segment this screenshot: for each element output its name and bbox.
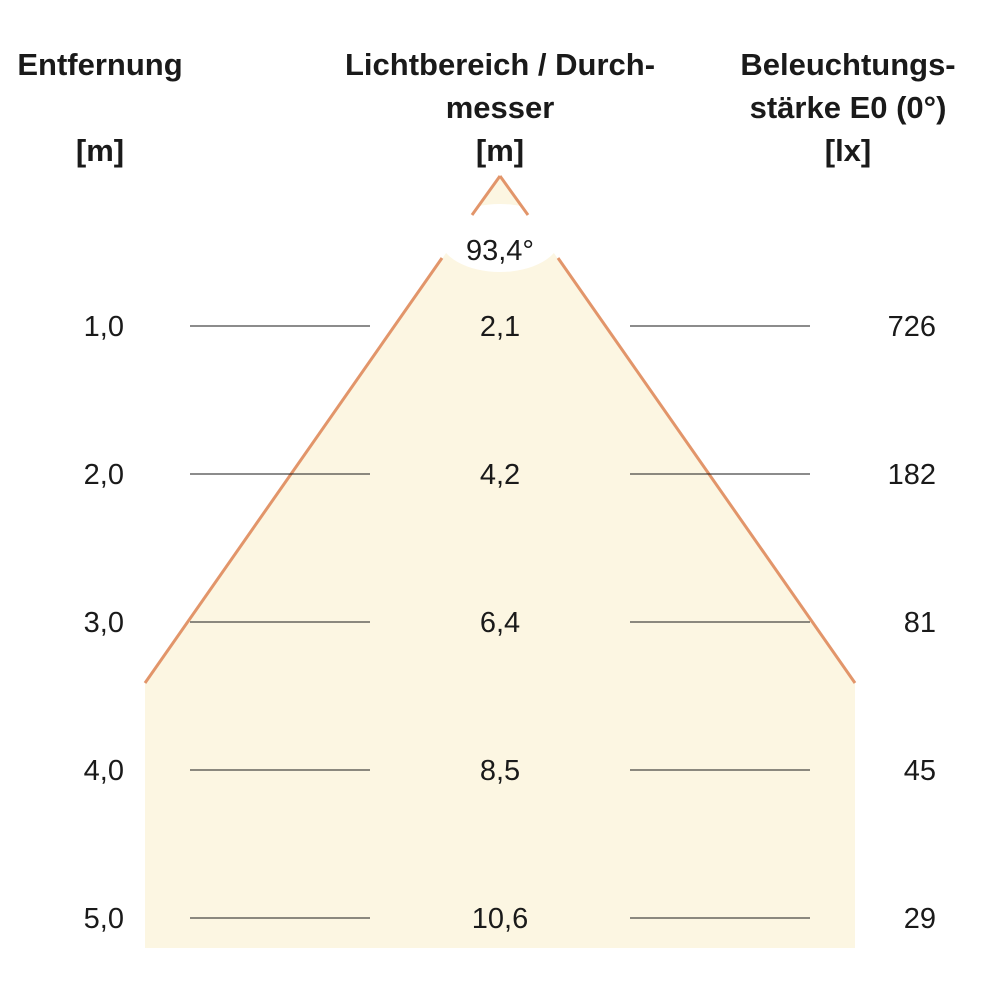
header-illuminance-line1: Beleuchtungs- bbox=[740, 47, 955, 82]
beam-edge-top-right bbox=[498, 175, 530, 216]
row-diameter: 10,6 bbox=[472, 903, 528, 935]
row-distance: 4,0 bbox=[84, 755, 124, 787]
row-diameter: 2,1 bbox=[480, 311, 520, 343]
row-distance: 5,0 bbox=[84, 903, 124, 935]
table-row: 4,0 8,5 45 bbox=[84, 755, 936, 787]
row-diameter: 8,5 bbox=[480, 755, 520, 787]
header-distance-unit: [m] bbox=[76, 133, 124, 168]
row-distance: 2,0 bbox=[84, 459, 124, 491]
row-illuminance: 45 bbox=[904, 755, 936, 787]
row-diameter: 6,4 bbox=[480, 607, 520, 639]
header-illuminance-unit: [lx] bbox=[825, 133, 872, 168]
row-illuminance: 182 bbox=[888, 459, 936, 491]
beam-edge-left bbox=[143, 257, 444, 684]
beam-area bbox=[145, 176, 855, 948]
header-illuminance-line2: stärke E0 (0°) bbox=[750, 90, 947, 125]
header-distance-title: Entfernung bbox=[17, 47, 182, 82]
row-illuminance: 81 bbox=[904, 607, 936, 639]
header-diameter-line1: Lichtbereich / Durch- bbox=[345, 47, 655, 82]
header-diameter: Lichtbereich / Durch- messer [m] bbox=[345, 47, 655, 168]
row-illuminance: 29 bbox=[904, 903, 936, 935]
row-distance: 1,0 bbox=[84, 311, 124, 343]
table-row: 5,0 10,6 29 bbox=[84, 903, 936, 935]
row-illuminance: 726 bbox=[888, 311, 936, 343]
row-diameter: 4,2 bbox=[480, 459, 520, 491]
table-row: 3,0 6,4 81 bbox=[84, 607, 936, 639]
row-distance: 3,0 bbox=[84, 607, 124, 639]
table-row: 2,0 4,2 182 bbox=[84, 459, 936, 491]
beam-angle-label: 93,4° bbox=[466, 235, 534, 267]
header-distance: Entfernung [m] bbox=[17, 47, 182, 168]
header-diameter-unit: [m] bbox=[476, 133, 524, 168]
angle-label-circle bbox=[440, 204, 560, 272]
beam-edge-right bbox=[556, 257, 857, 684]
header-illuminance: Beleuchtungs- stärke E0 (0°) [lx] bbox=[740, 47, 955, 168]
header-diameter-line2: messer bbox=[446, 90, 555, 125]
table-row: 1,0 2,1 726 bbox=[84, 311, 936, 343]
beam-edge-top-left bbox=[470, 175, 502, 216]
